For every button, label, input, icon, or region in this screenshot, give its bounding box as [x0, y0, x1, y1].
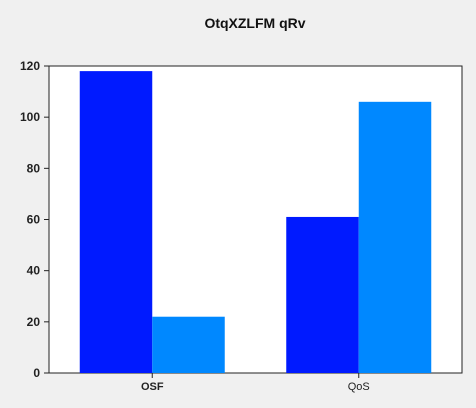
x-tick-label: QoS — [348, 381, 370, 393]
x-axis: OSF QoS — [141, 373, 370, 393]
bar-osf-series-1 — [79, 71, 153, 373]
bars-group — [79, 71, 432, 374]
y-tick-label: 60 — [27, 213, 41, 227]
y-tick-label: 80 — [27, 161, 41, 175]
y-tick-label: 100 — [20, 110, 40, 124]
bar-qos-series-2 — [358, 101, 432, 374]
y-tick-label: 40 — [27, 264, 41, 278]
bar-osf-series-2 — [152, 316, 225, 373]
bar-qos-series-1 — [286, 216, 359, 373]
x-tick-label: OSF — [141, 381, 164, 393]
y-axis: 0 20 40 60 80 100 120 — [20, 59, 49, 380]
chart-title: OtqXZLFM qRv — [204, 15, 305, 31]
y-tick-label: 20 — [27, 315, 41, 329]
y-tick-label: 120 — [20, 59, 40, 73]
y-tick-label: 0 — [33, 366, 40, 380]
